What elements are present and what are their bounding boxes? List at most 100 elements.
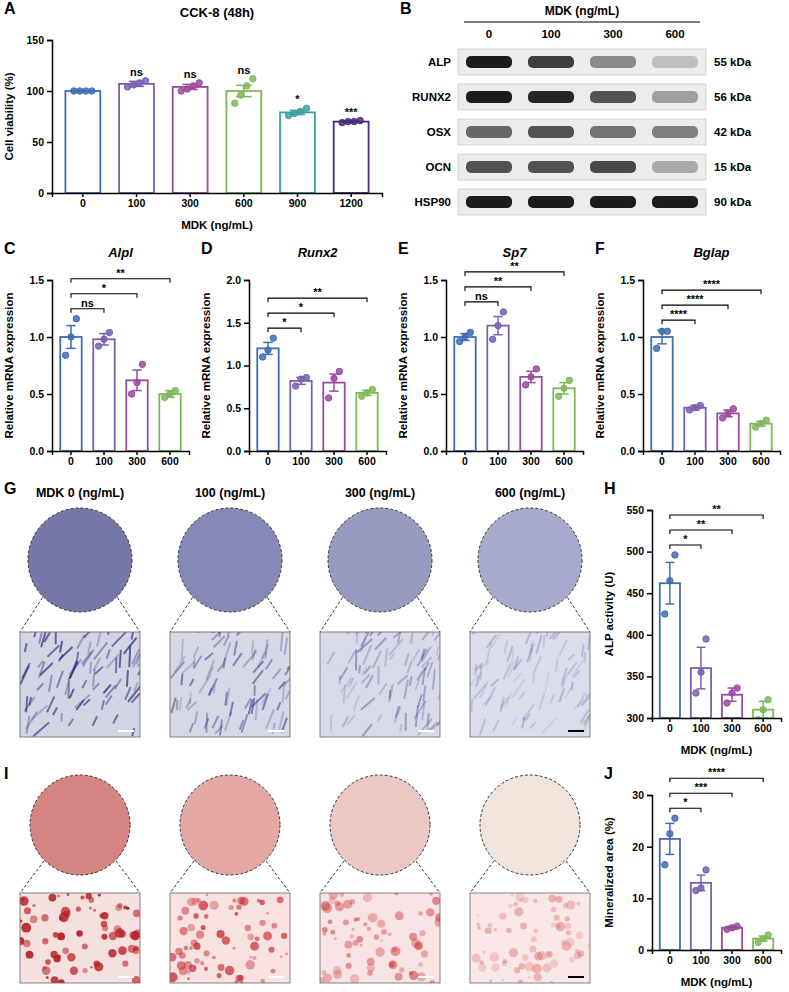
mineral-nodule bbox=[555, 922, 565, 932]
blot-strip bbox=[458, 189, 706, 215]
mineral-nodule bbox=[277, 896, 284, 903]
y-tick-mark bbox=[441, 280, 446, 282]
x-tick-label: 0 bbox=[80, 197, 86, 209]
zoom-connector bbox=[417, 597, 440, 632]
size-label: 15 kDa bbox=[714, 161, 752, 173]
stain-fiber bbox=[266, 639, 268, 659]
image-label: 300 (ng/mL) bbox=[345, 486, 415, 500]
data-point bbox=[77, 88, 83, 94]
data-point bbox=[303, 374, 309, 380]
stain-fiber bbox=[187, 702, 196, 711]
x-tick-mark bbox=[350, 193, 352, 197]
mineral-nodule bbox=[503, 959, 508, 964]
x-tick-mark bbox=[169, 451, 171, 455]
mineral-nodule bbox=[346, 963, 352, 969]
plot-area bbox=[65, 76, 368, 193]
blot-band bbox=[528, 56, 574, 68]
mineral-nodule bbox=[485, 927, 492, 934]
stain-fiber bbox=[266, 659, 272, 669]
y-axis-line bbox=[244, 281, 250, 452]
data-point bbox=[765, 932, 771, 938]
mineral-nodule bbox=[271, 969, 276, 974]
mineral-nodule bbox=[330, 930, 335, 935]
plot-area bbox=[60, 316, 180, 451]
stain-fiber bbox=[356, 632, 361, 635]
significance-bracket bbox=[71, 279, 170, 283]
mineral-nodule bbox=[263, 931, 272, 940]
y-tick: 2.0 bbox=[226, 274, 249, 286]
stain-fiber bbox=[176, 700, 179, 710]
stain-fiber bbox=[348, 651, 355, 663]
mineral-nodule bbox=[514, 907, 523, 916]
stain-fiber bbox=[572, 661, 582, 676]
x-tick-mark bbox=[727, 451, 729, 455]
scale-bar bbox=[418, 976, 434, 978]
stain-fiber bbox=[395, 706, 401, 722]
stain-fiber bbox=[261, 688, 271, 705]
error-bar bbox=[697, 647, 706, 689]
error-cap bbox=[665, 823, 674, 825]
mineral-nodule bbox=[518, 979, 523, 983]
y-tick-mark bbox=[638, 337, 643, 339]
mineral-nodule bbox=[236, 905, 241, 910]
stain-fiber bbox=[273, 669, 281, 679]
mineral-nodule bbox=[367, 927, 371, 931]
mineral-nodule bbox=[67, 953, 75, 961]
mineral-nodule bbox=[184, 946, 188, 950]
stain-fiber bbox=[433, 669, 435, 689]
mineral-nodule bbox=[529, 946, 536, 953]
stain-fiber bbox=[522, 705, 533, 720]
stain-fiber bbox=[500, 697, 504, 711]
x-axis-title: MDK (ng/mL) bbox=[681, 744, 753, 756]
x-tick: 600 bbox=[161, 451, 179, 467]
x-tick: 600 bbox=[358, 451, 376, 467]
mineral-nodule bbox=[24, 907, 31, 914]
data-point bbox=[265, 347, 271, 353]
y-tick-mark bbox=[441, 337, 446, 339]
mineral-nodule bbox=[45, 959, 51, 965]
data-point bbox=[653, 345, 659, 351]
x-tick-label: 300 bbox=[719, 455, 737, 467]
significance-label: * bbox=[282, 316, 287, 328]
mineral-nodule bbox=[170, 953, 177, 962]
data-point bbox=[130, 82, 136, 88]
stain-fiber bbox=[205, 713, 208, 733]
mineral-nodule bbox=[41, 914, 48, 921]
stain-fiber bbox=[273, 723, 275, 734]
y-tick-label: 0.5 bbox=[226, 402, 241, 414]
y-axis-line bbox=[638, 281, 644, 452]
x-tick-mark bbox=[669, 950, 671, 954]
mineral-nodule bbox=[193, 913, 198, 918]
y-tick-label: 0.0 bbox=[29, 445, 44, 457]
y-tick-label: 0.0 bbox=[620, 445, 635, 457]
x-tick-label: 0 bbox=[667, 954, 673, 966]
y-tick-label: 400 bbox=[626, 629, 644, 641]
significance-label: ** bbox=[712, 503, 721, 515]
data-point bbox=[142, 78, 148, 84]
stain-fiber bbox=[237, 632, 245, 636]
x-tick: 0 bbox=[265, 451, 271, 467]
mineral-nodule bbox=[194, 958, 200, 964]
stain-fiber bbox=[69, 719, 74, 726]
mineral-nodule bbox=[232, 898, 236, 902]
mineral-nodule bbox=[191, 939, 198, 946]
mineral-nodule bbox=[222, 936, 230, 944]
mineral-nodule bbox=[62, 948, 69, 955]
data-point bbox=[250, 76, 256, 82]
y-tick: 10 bbox=[632, 892, 652, 904]
y-tick-label: 450 bbox=[626, 587, 644, 599]
bar bbox=[257, 348, 278, 451]
mineral-nodule bbox=[101, 934, 107, 940]
x-tick-label: 300 bbox=[128, 455, 146, 467]
x-tick-mark bbox=[762, 950, 764, 954]
mineral-nodule bbox=[196, 898, 201, 903]
zoom-frame bbox=[320, 893, 440, 983]
y-tick-mark bbox=[47, 280, 52, 282]
data-point bbox=[345, 118, 351, 124]
stain-fiber bbox=[415, 671, 421, 690]
stain-fiber bbox=[327, 652, 334, 664]
y-tick: 1.0 bbox=[226, 359, 249, 371]
x-tick-mark bbox=[464, 451, 466, 455]
data-point bbox=[672, 552, 678, 558]
y-tick-mark bbox=[638, 394, 643, 396]
